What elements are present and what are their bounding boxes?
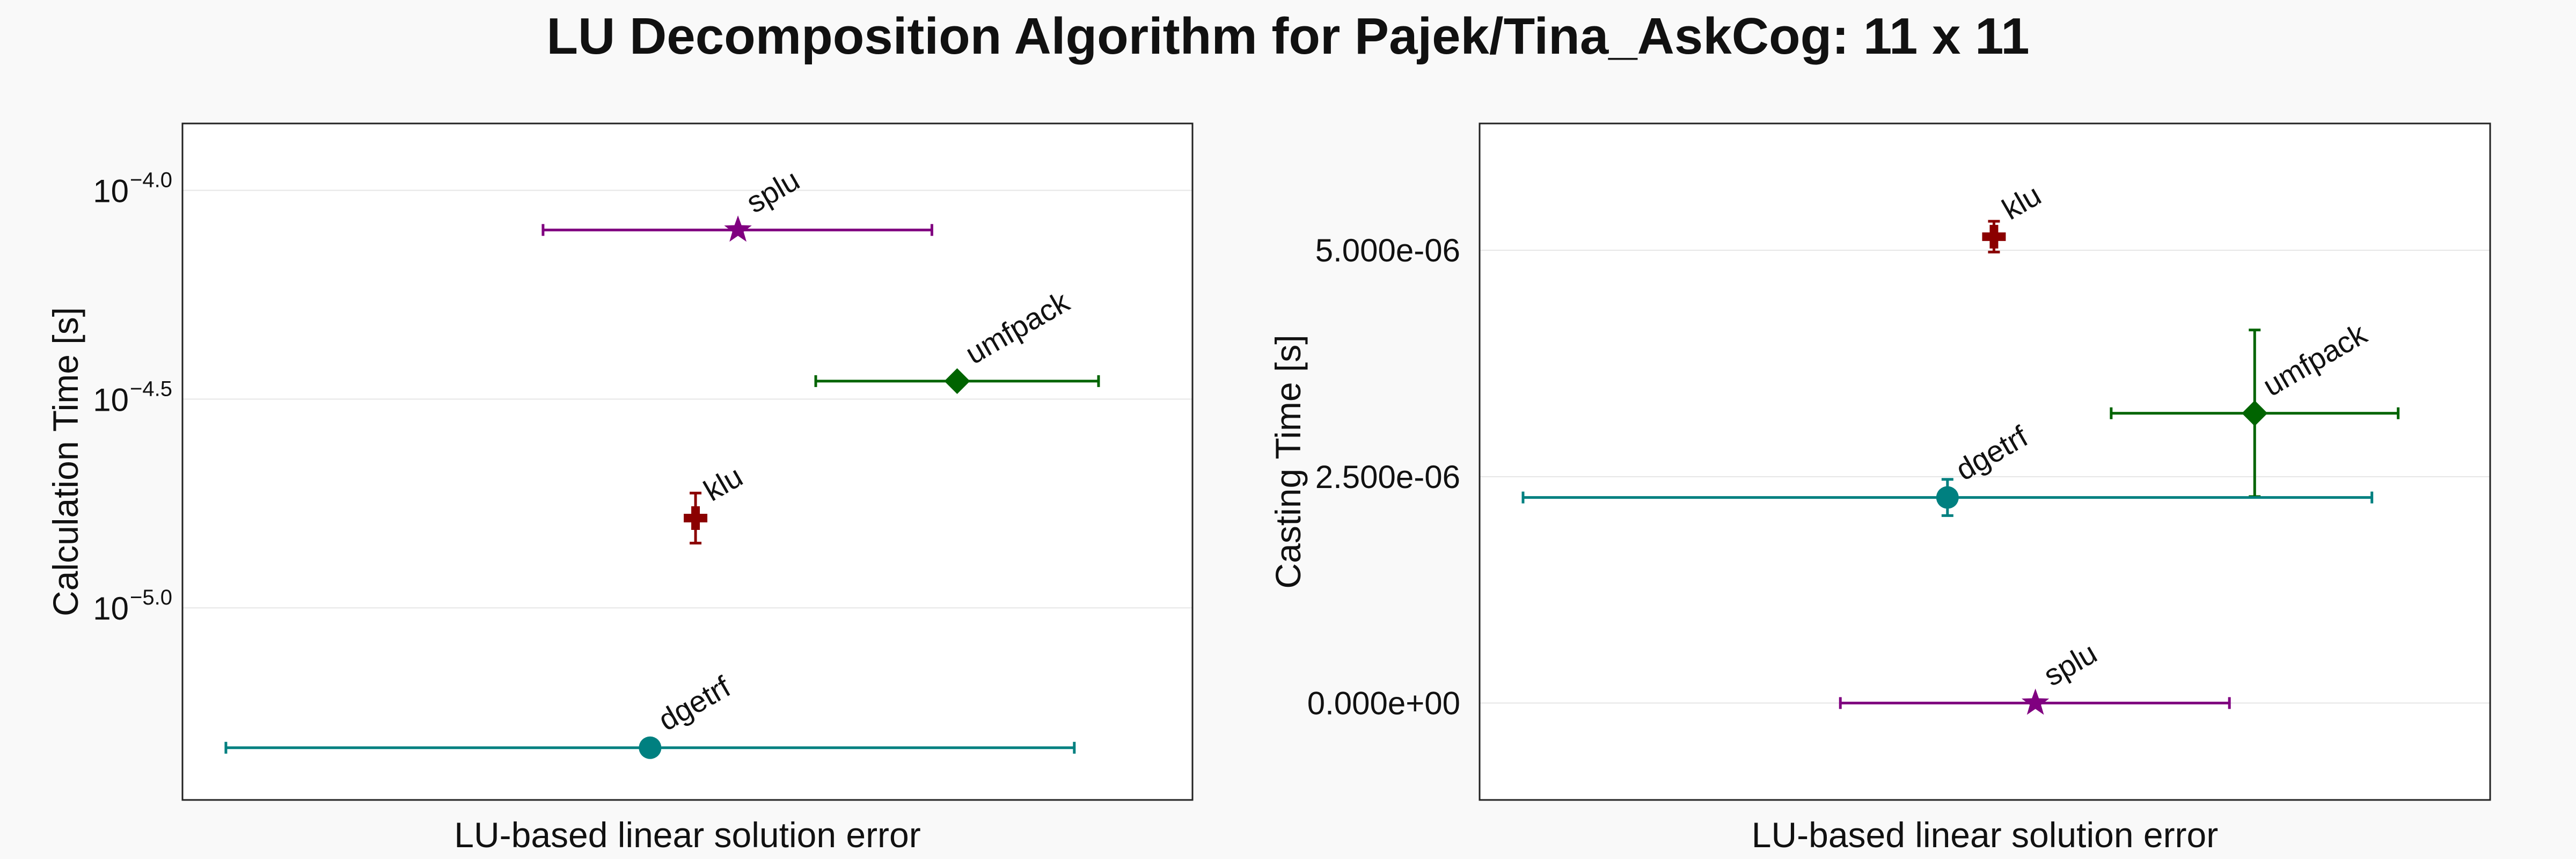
klu-marker bbox=[1982, 224, 2006, 249]
casting-time-panel: 0.000e+00 2.500e-06 5.000e-06 LU-based line… bbox=[1268, 122, 2491, 855]
splu-marker bbox=[2022, 688, 2050, 715]
y-tick-base: 10 bbox=[93, 382, 129, 418]
y-tick-label: 5.000e-06 bbox=[1315, 232, 1460, 268]
calculation-time-panel: 10 −4.010 −4.510 −5.0LU-based linear soluti… bbox=[46, 122, 1194, 855]
y-tick-label: 2.500e-06 bbox=[1315, 459, 1460, 495]
y-tick-label: 10 bbox=[93, 382, 129, 418]
y-tick-label: 10 bbox=[93, 591, 129, 627]
y-tick-exponent: −4.5 bbox=[130, 377, 172, 401]
x-axis-label: LU-based linear solution error bbox=[454, 815, 920, 855]
y-tick-label: 0.000e+00 bbox=[1307, 686, 1460, 722]
y-tick-exponent: −5.0 bbox=[130, 586, 172, 609]
y-tick-exponent: −4.0 bbox=[130, 168, 172, 192]
y-axis-label: Casting Time [s] bbox=[1268, 334, 1308, 588]
klu-marker bbox=[684, 506, 708, 530]
chart-title: LU Decomposition Algorithm for Pajek/Tin… bbox=[546, 8, 2029, 65]
plot-frame bbox=[181, 122, 1194, 801]
splu-marker bbox=[724, 215, 752, 242]
y-tick-label: 10 bbox=[93, 173, 129, 209]
plot-frame bbox=[1479, 122, 2491, 801]
y-axis-label: Calculation Time [s] bbox=[46, 307, 85, 616]
dgetrf-marker bbox=[1936, 486, 1959, 509]
umfpack-marker bbox=[944, 368, 970, 394]
y-tick-base: 10 bbox=[93, 173, 129, 209]
umfpack-marker bbox=[2242, 400, 2268, 426]
plot-area bbox=[182, 123, 1192, 800]
y-tick-base: 10 bbox=[93, 591, 129, 627]
x-axis-label: LU-based linear solution error bbox=[1752, 815, 2218, 855]
dgetrf-marker bbox=[639, 736, 662, 759]
